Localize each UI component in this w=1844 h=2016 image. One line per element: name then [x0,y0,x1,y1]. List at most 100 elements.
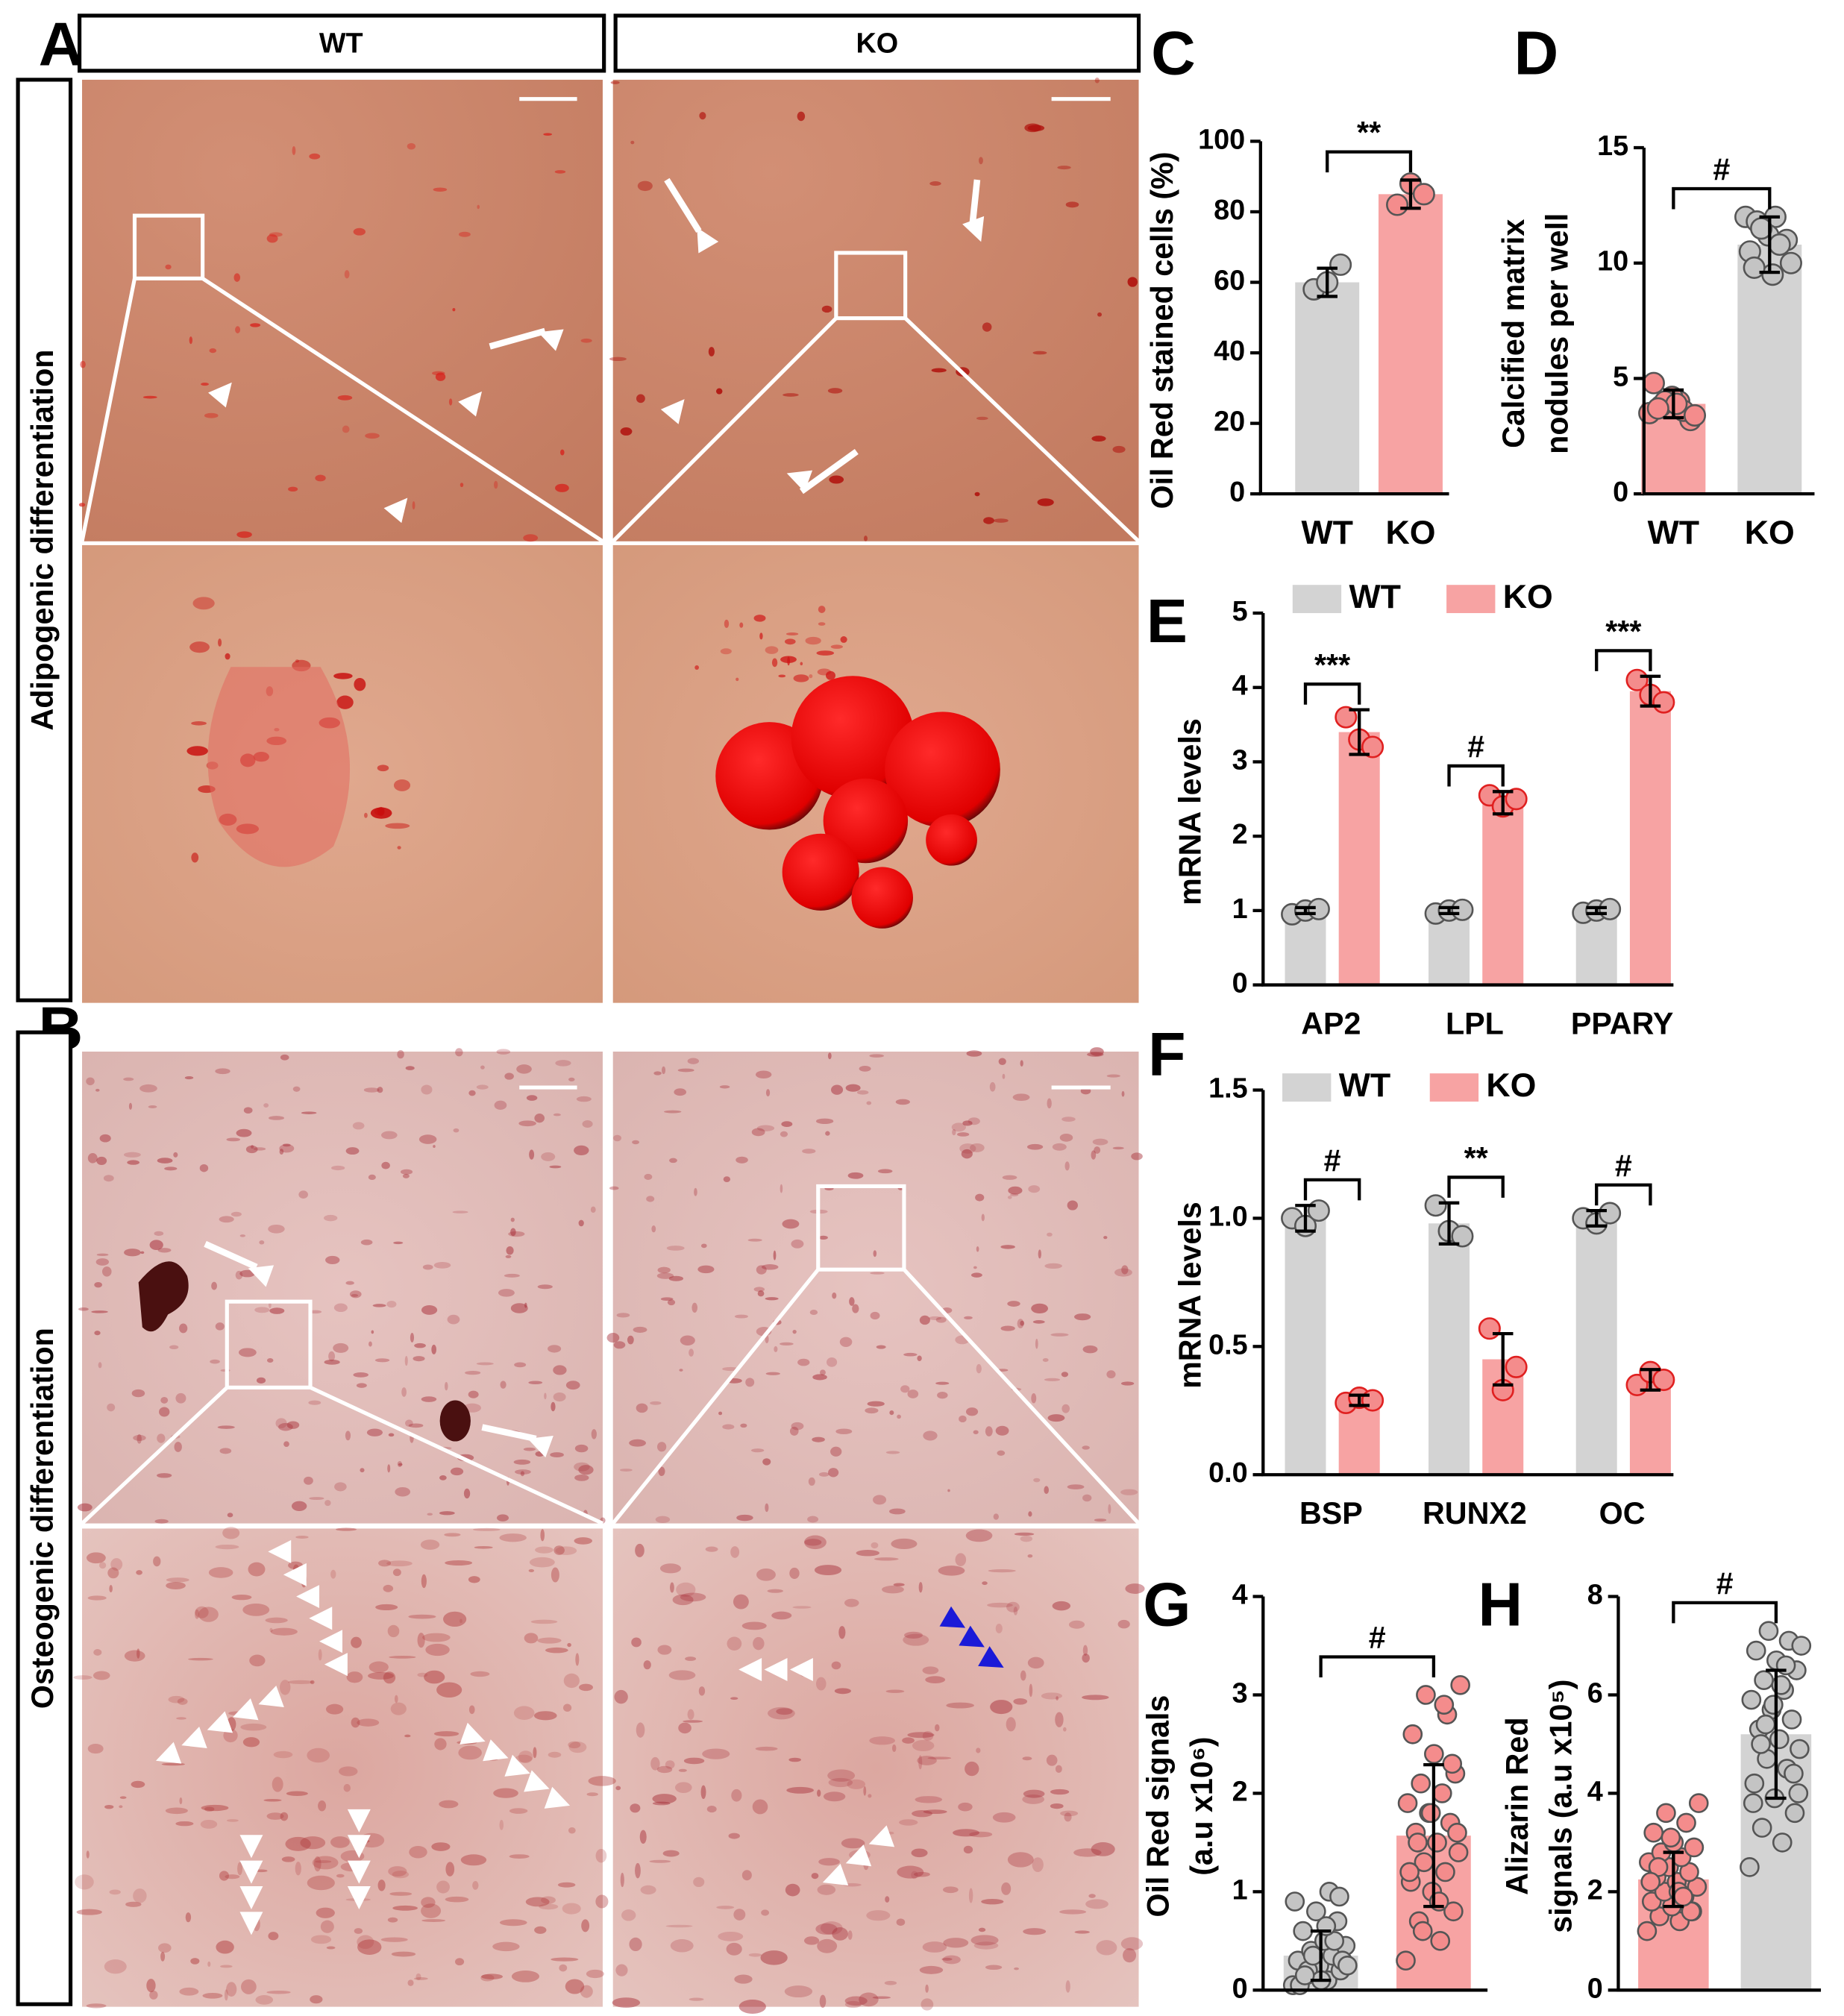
speckle [925,1676,946,1683]
speckle [639,1830,647,1844]
speckle [336,695,354,709]
speckle [92,1671,110,1680]
y-tick-label: 1 [1232,894,1248,925]
speckle [336,1527,357,1531]
speckle [455,1958,465,1966]
speckle [307,1747,330,1763]
speckle [873,1250,877,1257]
speckle [137,1434,142,1444]
speckle [405,1066,415,1070]
speckle [643,1660,651,1670]
speckle [159,1407,170,1417]
speckle [119,1805,123,1809]
speckle [222,1527,240,1539]
speckle [352,1122,365,1130]
speckle [565,1381,580,1390]
speckle [525,1897,550,1907]
speckle [1007,1852,1034,1868]
speckle [615,1786,621,1791]
speckle [1120,1489,1138,1495]
arrowhead [660,399,685,424]
speckle [802,1149,816,1154]
speckle [818,1235,828,1240]
speckle [240,1723,267,1731]
speckle [405,1419,413,1428]
arrowhead [483,1739,509,1762]
speckle [259,1240,265,1245]
speckle [309,153,321,160]
data-point [1640,1871,1661,1892]
speckle [620,1469,633,1472]
speckle [750,1448,765,1453]
speckle [876,1345,886,1349]
speckle [235,1270,243,1280]
speckle [727,1636,742,1651]
speckle [982,322,992,332]
speckle [286,1791,308,1797]
speckle [148,1105,157,1108]
data-point [1505,788,1528,811]
speckle [680,1592,706,1602]
speckle [364,812,368,818]
speckle [736,1514,753,1522]
speckle [307,1875,335,1891]
speckle [354,677,366,691]
speckle [263,1799,282,1802]
speckle [753,1636,765,1651]
speckle [818,622,826,626]
speckle [816,650,835,656]
speckle [366,1428,383,1436]
speckle [515,1754,533,1763]
overlay [80,97,1141,1525]
speckle [844,1996,868,2006]
speckle [630,1803,641,1813]
speckle [91,1310,108,1313]
speckle [357,1935,374,1950]
speckle [1013,1607,1018,1615]
speckle [893,1583,905,1586]
speckle [282,1143,291,1147]
speckle [345,1281,354,1285]
speckle [351,1636,362,1648]
speckle [917,1756,937,1765]
speckle [283,1441,289,1447]
speckle [866,1101,872,1105]
speckle [1097,312,1103,317]
zoom-box [132,213,205,280]
data-point [1412,1921,1433,1941]
speckle [86,1077,95,1086]
speckle [891,1744,897,1752]
y-tick-label: 3 [1232,744,1248,776]
speckle [157,1434,166,1443]
speckle [334,1482,347,1492]
speckle [615,1964,628,1976]
speckle [551,1401,556,1412]
speckle [1022,1756,1032,1761]
speckle [351,1293,359,1297]
speckle [938,1566,965,1576]
speckle [718,1931,744,1941]
speckle [666,1246,685,1251]
speckle [548,1345,562,1353]
speckle [580,1985,593,1998]
speckle [574,1462,590,1472]
y-tick-label: 20 [1214,406,1245,438]
speckle [208,1567,233,1578]
axis [1642,148,1815,496]
speckle [343,1783,351,1792]
speckle [360,1468,365,1473]
speckle [815,1923,838,1935]
row-header: Osteogenic differentiation [25,1328,60,1709]
y-tick-label: 2 [1232,819,1248,850]
speckle [249,1654,266,1667]
speckle [369,1341,372,1347]
speckle [157,1248,172,1253]
speckle [935,1381,950,1385]
speckle [782,1219,800,1229]
speckle [1020,1320,1025,1326]
speckle [793,674,809,682]
speckle [142,395,157,399]
speckle [868,1794,872,1798]
speckle [410,1332,415,1343]
speckle [310,1935,332,1944]
